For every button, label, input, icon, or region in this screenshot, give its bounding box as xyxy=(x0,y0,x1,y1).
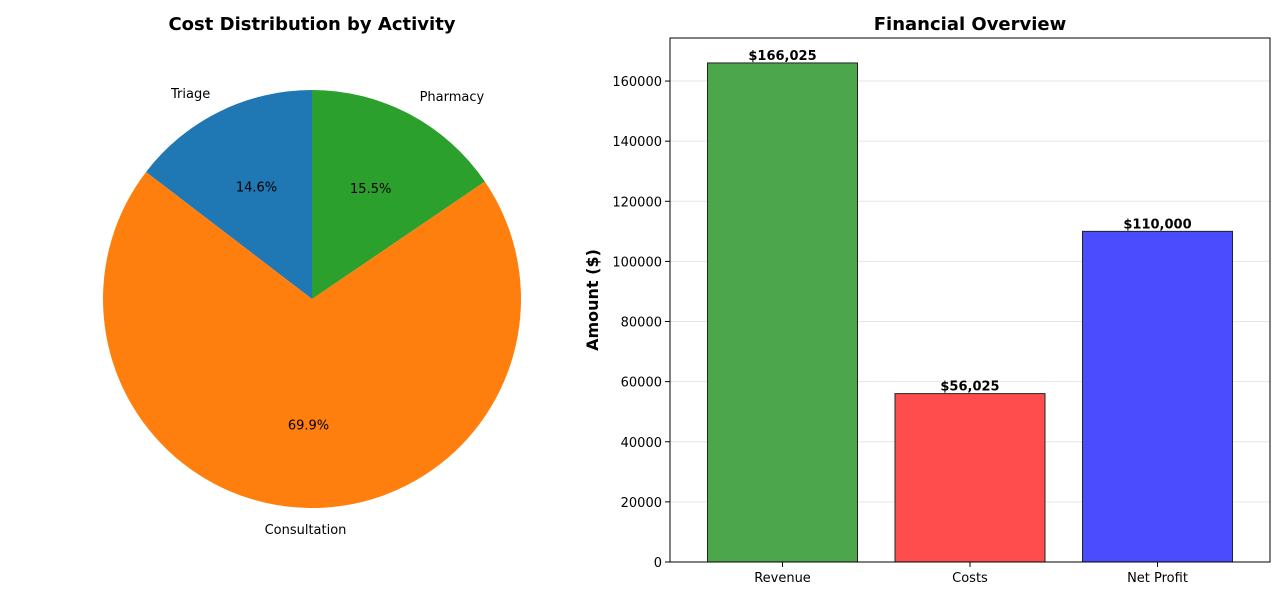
bar-y-tick-label: 100000 xyxy=(612,255,662,270)
bar-y-ticks: 0 20000 40000 60000 80000 100000 120000 140000 1… xyxy=(612,75,670,571)
bar-y-tick-label: 0 xyxy=(654,556,662,571)
bar-value-label-net-profit: $110,000 xyxy=(1123,217,1191,232)
bar-value-label-costs: $56,025 xyxy=(940,380,999,395)
bar-y-tick-label: 60000 xyxy=(621,376,662,391)
bar-y-tick-label: 40000 xyxy=(621,436,662,451)
pie-pct-label-pharmacy: 15.5% xyxy=(350,182,391,197)
bar-net-profit xyxy=(1082,230,1233,563)
bar-value-label-revenue: $166,025 xyxy=(748,49,816,64)
bar-y-tick-label: 120000 xyxy=(612,195,662,210)
pie-slice-consultation xyxy=(103,171,522,508)
bar-revenue xyxy=(707,62,858,563)
pie-labels: 14.6% Triage 69.9% Consultation 15.5% Pharmac… xyxy=(170,87,485,538)
pie-chart: Cost Distribution by Activity 14.6% Triag… xyxy=(103,14,522,538)
bar-y-tick-label: 80000 xyxy=(621,316,662,331)
bar-y-axis-label: Amount ($) xyxy=(583,249,602,351)
pie-category-label-triage: Triage xyxy=(170,87,210,102)
bar-y-tick-label: 20000 xyxy=(621,496,662,511)
pie-category-label-pharmacy: Pharmacy xyxy=(420,90,485,105)
bar-bars xyxy=(707,62,1233,563)
pie-slice-triage xyxy=(146,90,312,299)
bar-x-ticks: Revenue Costs Net Profit xyxy=(754,562,1188,586)
bar-costs xyxy=(894,393,1046,563)
pie-pct-label-consultation: 69.9% xyxy=(288,418,329,433)
bar-x-tick-label-net-profit: Net Profit xyxy=(1127,571,1188,586)
pie-category-label-consultation: Consultation xyxy=(265,523,347,538)
bar-chart: Financial Overview 0 20000 40000 60000 80000… xyxy=(583,14,1271,586)
bar-title: Financial Overview xyxy=(874,14,1067,35)
bar-data-labels: $166,025 $56,025 $110,000 xyxy=(748,49,1191,395)
pie-title: Cost Distribution by Activity xyxy=(168,14,455,35)
pie-pct-label-triage: 14.6% xyxy=(236,181,277,196)
pie-slice-pharmacy xyxy=(312,90,485,299)
bar-y-tick-label: 160000 xyxy=(612,75,662,90)
bar-x-tick-label-costs: Costs xyxy=(952,571,988,586)
bar-y-tick-label: 140000 xyxy=(612,135,662,150)
bar-x-tick-label-revenue: Revenue xyxy=(754,571,811,586)
pie-slices xyxy=(103,90,522,508)
